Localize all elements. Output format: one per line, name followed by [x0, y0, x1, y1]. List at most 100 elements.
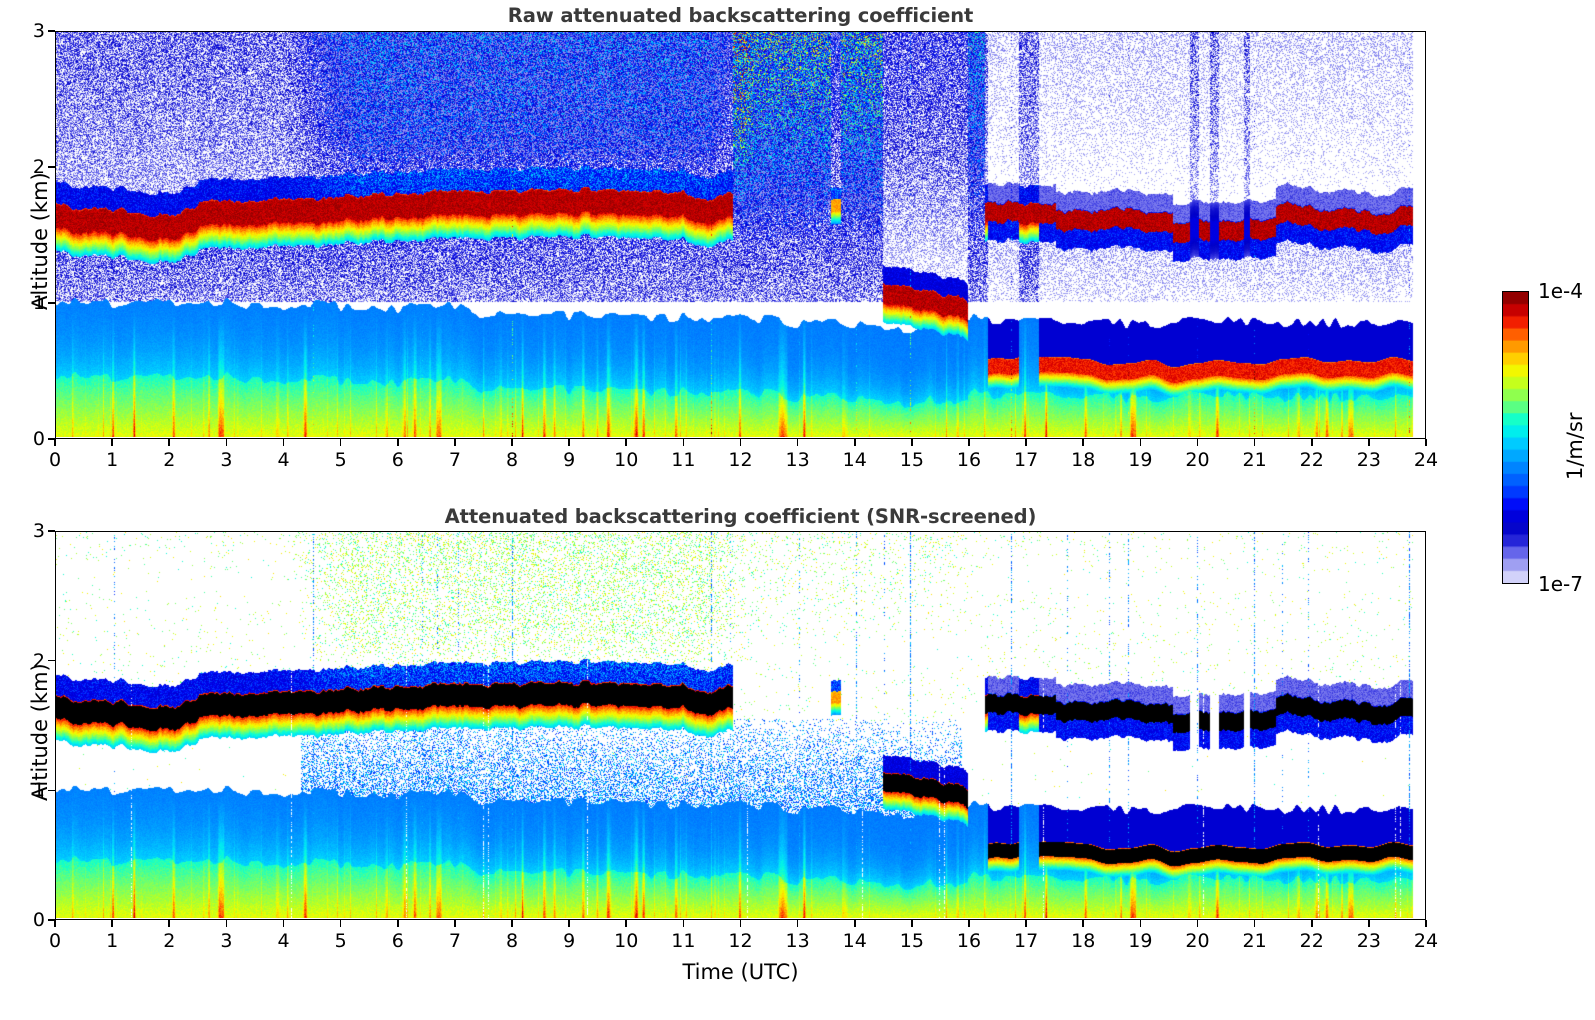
ytick-raw-2 — [48, 166, 55, 168]
ytick-label-raw-0: 0 — [32, 428, 45, 450]
xtick-screened-5 — [339, 920, 342, 927]
xtick-screened-18 — [1082, 920, 1085, 927]
ytick-label-screened-1: 1 — [32, 779, 45, 802]
xtick-screened-14 — [853, 920, 856, 927]
xtick-screened-12 — [739, 920, 742, 927]
xtick-screened-1 — [111, 920, 113, 927]
xtick-label-raw-5: 5 — [334, 449, 347, 471]
xtick-label-screened-5: 5 — [334, 930, 347, 952]
xtick-label-raw-19: 19 — [1128, 449, 1153, 471]
xtick-label-screened-0: 0 — [48, 930, 62, 952]
xtick-screened-11 — [682, 920, 685, 927]
xtick-raw-1 — [111, 439, 113, 446]
xtick-raw-24 — [1425, 439, 1427, 446]
xtick-label-raw-0: 0 — [48, 449, 62, 471]
panel-title-raw: Raw attenuated backscattering coefficien… — [507, 4, 974, 27]
xtick-raw-7 — [454, 439, 456, 446]
xtick-label-raw-12: 12 — [728, 449, 753, 471]
xtick-label-raw-22: 22 — [1299, 449, 1324, 471]
xtick-screened-21 — [1253, 920, 1256, 927]
ytick-screened-3 — [48, 530, 55, 532]
xtick-raw-18 — [1082, 439, 1085, 446]
xtick-raw-20 — [1196, 439, 1199, 446]
xtick-label-screened-1: 1 — [106, 930, 119, 952]
xtick-screened-0 — [54, 920, 56, 927]
xtick-label-screened-11: 11 — [671, 930, 696, 952]
xtick-label-raw-17: 17 — [1014, 449, 1039, 471]
xtick-label-raw-21: 21 — [1242, 449, 1267, 471]
panel-title-screened: Attenuated backscattering coefficient (S… — [444, 505, 1037, 528]
xtick-label-raw-14: 14 — [842, 449, 867, 471]
xtick-screened-2 — [168, 920, 171, 927]
xtick-label-raw-7: 7 — [448, 449, 461, 471]
ytick-raw-3 — [48, 30, 55, 32]
xtick-label-screened-12: 12 — [728, 930, 753, 952]
xtick-raw-22 — [1310, 439, 1313, 446]
ytick-raw-1 — [48, 302, 55, 304]
xtick-label-screened-4: 4 — [277, 930, 290, 952]
xtick-label-screened-24: 24 — [1413, 930, 1439, 952]
ytick-screened-0 — [48, 919, 55, 921]
plot-area-screened[interactable] — [55, 531, 1426, 920]
xtick-raw-19 — [1139, 439, 1142, 446]
xtick-label-raw-24: 24 — [1413, 449, 1439, 471]
xtick-screened-6 — [396, 920, 399, 927]
xtick-raw-15 — [911, 439, 913, 446]
xtick-label-raw-18: 18 — [1071, 449, 1096, 471]
xtick-screened-23 — [1368, 920, 1370, 927]
xtick-label-screened-20: 20 — [1185, 930, 1210, 952]
xtick-raw-5 — [339, 439, 342, 446]
xtick-label-raw-6: 6 — [391, 449, 404, 471]
xtick-label-screened-9: 9 — [563, 930, 576, 952]
colorbar-max-label: 1e-4 — [1538, 279, 1583, 303]
xtick-raw-16 — [968, 439, 970, 446]
ytick-label-raw-3: 3 — [32, 20, 45, 42]
ytick-label-screened-0: 0 — [32, 909, 45, 931]
ytick-label-raw-2: 2 — [32, 156, 45, 178]
xtick-label-screened-7: 7 — [448, 930, 461, 952]
xtick-label-screened-15: 15 — [899, 930, 924, 952]
xtick-raw-9 — [568, 439, 570, 446]
ytick-screened-2 — [48, 659, 55, 662]
xtick-raw-23 — [1368, 439, 1370, 446]
xtick-label-raw-13: 13 — [785, 449, 810, 471]
xtick-screened-4 — [282, 920, 285, 927]
xtick-label-screened-18: 18 — [1071, 930, 1096, 952]
ylabel-screened: Altitude (km) — [28, 662, 52, 801]
xtick-screened-7 — [454, 920, 456, 927]
ytick-raw-0 — [48, 438, 55, 440]
xtick-label-raw-8: 8 — [505, 449, 519, 471]
xtick-raw-21 — [1253, 439, 1256, 446]
xtick-label-screened-3: 3 — [220, 930, 233, 952]
colorbar-min-label: 1e-7 — [1538, 572, 1583, 596]
ytick-label-raw-1: 1 — [32, 292, 45, 314]
xtick-screened-8 — [511, 920, 513, 927]
xtick-raw-17 — [1025, 439, 1027, 446]
xtick-label-raw-20: 20 — [1185, 449, 1210, 471]
colorbar[interactable] — [1502, 291, 1529, 584]
xtick-raw-3 — [225, 439, 228, 446]
xtick-screened-15 — [911, 920, 913, 927]
xtick-screened-19 — [1139, 920, 1142, 927]
xtick-label-screened-10: 10 — [614, 930, 639, 952]
xtick-label-screened-17: 17 — [1014, 930, 1039, 952]
xtick-label-raw-23: 23 — [1356, 449, 1381, 471]
xtick-screened-13 — [796, 920, 799, 927]
xlabel-screened: Time (UTC) — [682, 960, 799, 984]
xtick-label-raw-4: 4 — [277, 449, 290, 471]
xtick-label-screened-23: 23 — [1356, 930, 1381, 952]
colorbar-unit-label: 1/m/sr — [1563, 411, 1587, 480]
xtick-label-raw-10: 10 — [614, 449, 639, 471]
xtick-raw-6 — [396, 439, 399, 446]
xtick-screened-24 — [1425, 920, 1427, 927]
xtick-label-screened-6: 6 — [391, 930, 404, 952]
ytick-screened-1 — [48, 789, 55, 792]
ytick-label-screened-3: 3 — [32, 520, 45, 542]
xtick-label-screened-21: 21 — [1242, 930, 1267, 952]
xtick-label-raw-15: 15 — [899, 449, 924, 471]
xtick-raw-12 — [739, 439, 742, 446]
xtick-raw-10 — [625, 439, 628, 446]
plot-area-raw[interactable] — [55, 31, 1426, 439]
xtick-label-screened-2: 2 — [163, 930, 176, 952]
